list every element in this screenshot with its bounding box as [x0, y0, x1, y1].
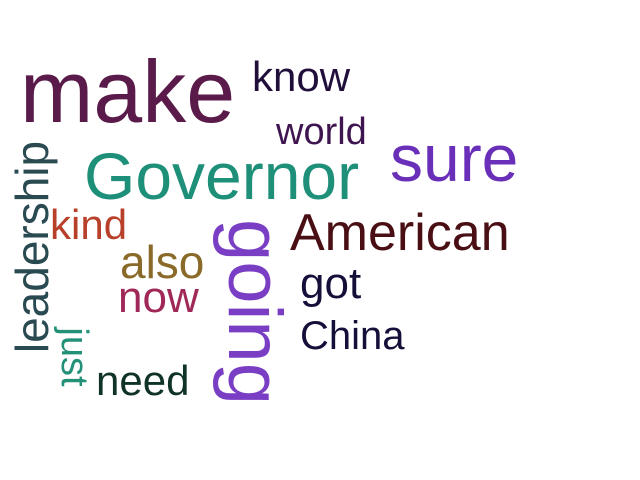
word-also: also	[120, 236, 205, 288]
word-world: world	[276, 111, 367, 153]
word-just: just	[53, 327, 95, 387]
word-got: got	[300, 259, 362, 308]
word-china: China	[300, 314, 405, 358]
word-now: now	[118, 273, 199, 322]
word-kind: kind	[50, 201, 128, 248]
word-american: American	[290, 204, 510, 262]
word-leadership: leadership	[6, 140, 58, 354]
word-make: make	[20, 42, 236, 141]
word-governor: Governor	[84, 139, 360, 213]
word-know: know	[252, 53, 351, 100]
word-sure: sure	[390, 121, 519, 195]
word-going: going	[212, 219, 297, 405]
word-need: need	[96, 357, 190, 404]
